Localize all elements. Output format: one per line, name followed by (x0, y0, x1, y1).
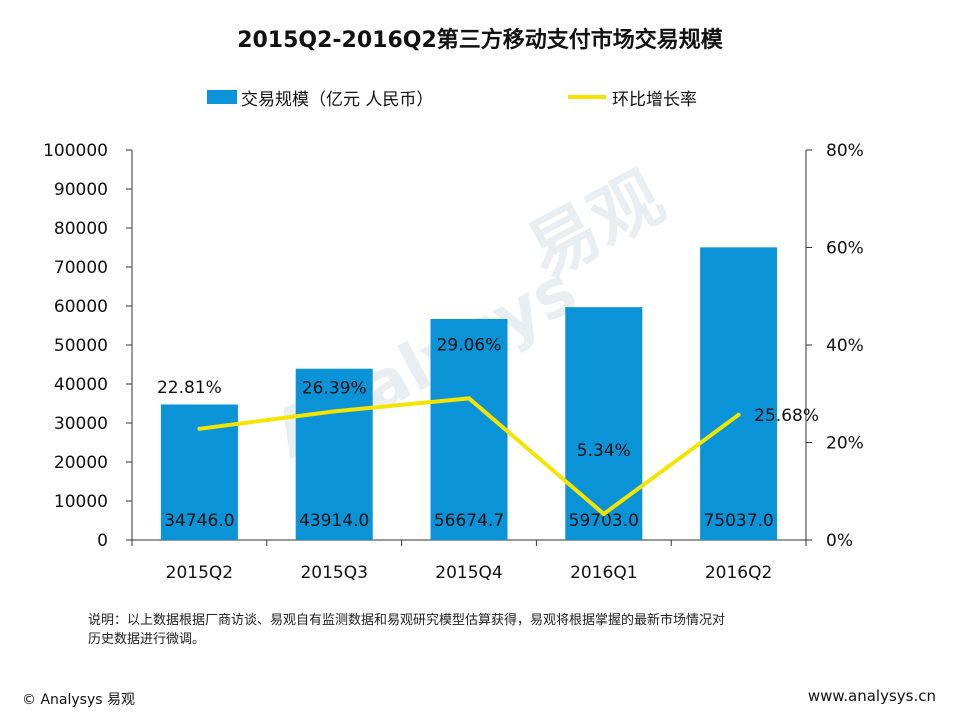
y-right-tick-label: 20% (826, 434, 864, 454)
chart-canvas: Analysys易观010000200003000040000500006000… (43, 141, 864, 583)
rate-value-label: 25.68% (754, 406, 819, 426)
bar (295, 368, 373, 540)
y-left-tick-label: 10000 (54, 492, 108, 512)
legend-line-label: 环比增长率 (612, 89, 697, 110)
y-left-tick-label: 20000 (54, 453, 108, 473)
rate-value-label: 29.06% (437, 335, 502, 355)
y-left-tick-label: 80000 (54, 219, 108, 239)
y-left-tick-label: 40000 (54, 375, 108, 395)
rate-value-label: 22.81% (157, 378, 222, 398)
legend-line-series: 环比增长率 (568, 85, 697, 110)
bar-value-label: 43914.0 (299, 511, 369, 531)
y-left-tick-label: 100000 (43, 141, 108, 161)
rate-value-label: 26.39% (302, 378, 367, 398)
rate-point (736, 412, 741, 417)
y-left-tick-label: 90000 (54, 180, 108, 200)
bar (565, 307, 643, 540)
footnote-line-1: 说明：以上数据根据厂商访谈、易观自有监测数据和易观研究模型估算获得，易观将根据掌… (88, 613, 726, 628)
rate-point (467, 396, 471, 401)
x-tick-label: 2015Q3 (300, 563, 367, 583)
x-tick-label: 2015Q4 (435, 563, 502, 583)
x-tick-label: 2016Q1 (570, 563, 637, 583)
y-left-tick-label: 70000 (54, 258, 108, 278)
y-right-tick-label: 0% (826, 531, 853, 551)
rate-point (601, 511, 606, 516)
y-right-tick-label: 60% (826, 239, 864, 259)
y-left-tick-label: 30000 (54, 414, 108, 434)
bar-value-label: 75037.0 (703, 511, 773, 531)
footnote-line-2: 历史数据进行微调。 (88, 632, 206, 647)
legend-bar-swatch (207, 90, 237, 104)
bar (700, 247, 778, 540)
footer-url[interactable]: www.analysys.cn (807, 687, 936, 705)
y-left-tick-label: 60000 (54, 297, 108, 317)
bar-value-label: 34746.0 (164, 511, 234, 531)
bar (430, 318, 508, 540)
rate-point (197, 426, 202, 431)
x-tick-label: 2015Q2 (166, 563, 233, 583)
bar-value-label: 59703.0 (569, 511, 639, 531)
chart-title: 2015Q2-2016Q2第三方移动支付市场交易规模 (237, 28, 723, 53)
y-right-tick-label: 80% (826, 141, 864, 161)
legend-line-swatch (568, 95, 606, 99)
x-tick-label: 2016Q2 (705, 563, 772, 583)
y-right-tick-label: 40% (826, 336, 864, 356)
bar-value-label: 56674.7 (434, 511, 504, 531)
rate-point (332, 409, 337, 414)
footnote: 说明：以上数据根据厂商访谈、易观自有监测数据和易观研究模型估算获得，易观将根据掌… (88, 611, 888, 649)
legend-bar-series: 交易规模（亿元 人民币） (207, 85, 434, 110)
y-left-tick-label: 0 (97, 531, 108, 551)
y-left-tick-label: 50000 (54, 336, 108, 356)
legend-bar-label: 交易规模（亿元 人民币） (241, 89, 434, 110)
footer-copyright: © Analysys 易观 (22, 692, 135, 708)
rate-value-label: 5.34% (577, 441, 631, 461)
